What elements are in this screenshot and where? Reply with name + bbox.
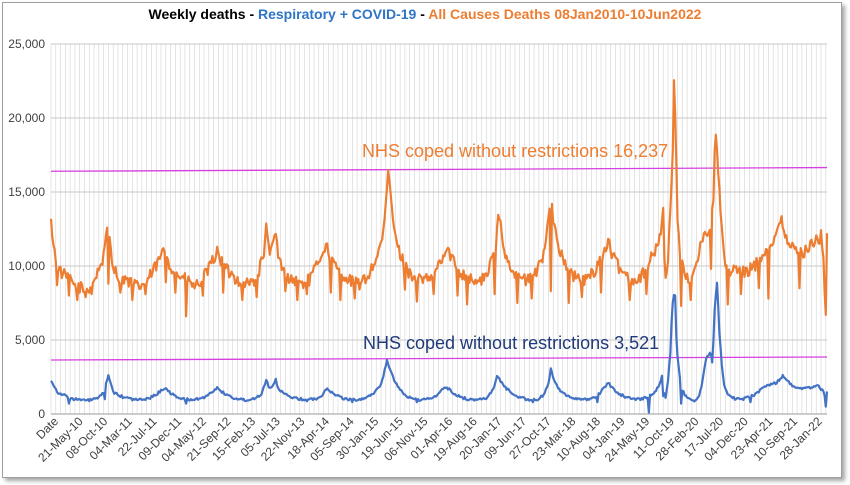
horizontal-gridlines	[51, 43, 827, 415]
annotations: NHS coped without restrictions 16,237 NH…	[362, 141, 668, 353]
title-part-respiratory: Respiratory + COVID-19	[258, 6, 417, 22]
y-tick-label: 20,000	[8, 111, 45, 125]
y-axis-ticks: 0 5,000 10,000 15,000 20,000 25,000	[8, 37, 45, 421]
annotation-respiratory: NHS coped without restrictions 3,521	[363, 333, 659, 353]
series-lines	[49, 79, 829, 414]
y-tick-label: 10,000	[8, 259, 45, 273]
title-part-1: Weekly deaths -	[148, 6, 258, 22]
y-tick-label: 25,000	[8, 37, 45, 51]
reference-line	[50, 166, 828, 172]
y-tick-label: 15,000	[8, 185, 45, 199]
title-part-3: -	[416, 6, 429, 22]
y-tick-label: 5,000	[15, 333, 45, 347]
y-tick-label: 0	[38, 407, 45, 421]
series-respiratory-line	[50, 281, 829, 414]
x-axis-ticks: Date21-May-1008-Oct-1004-Mar-1122-Jul-11…	[33, 414, 825, 465]
title-part-all-causes: All Causes Deaths	[428, 6, 551, 22]
title-part-date-range: 08Jan2010-10Jun2022	[550, 6, 702, 22]
annotation-all-causes: NHS coped without restrictions 16,237	[362, 141, 668, 161]
vertical-gridlines	[50, 44, 827, 414]
reference-line	[50, 356, 828, 361]
reference-lines	[50, 166, 828, 361]
series-all-causes-line	[49, 79, 829, 318]
chart-title: Weekly deaths - Respiratory + COVID-19 -…	[0, 6, 850, 22]
